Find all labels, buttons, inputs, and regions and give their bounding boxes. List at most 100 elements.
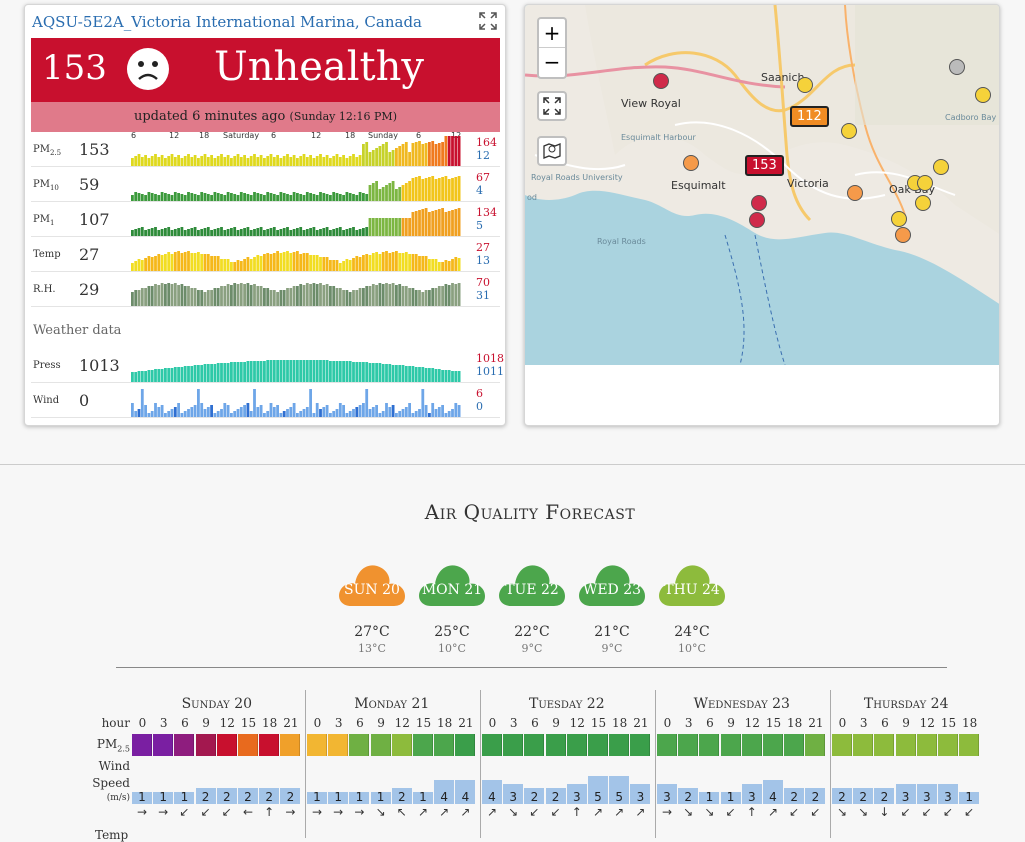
spark-bar [279, 158, 283, 166]
spark-bar [401, 185, 405, 201]
spark-bar [210, 195, 213, 201]
spark-bar [137, 290, 141, 306]
spark-bar [365, 362, 369, 382]
spark-bar [338, 194, 342, 201]
spark-bar [404, 142, 408, 166]
spark-bar [160, 155, 164, 166]
map-sensor-dot[interactable] [949, 59, 965, 75]
spark-bar [220, 194, 223, 201]
spark-bar [391, 218, 395, 236]
forecast-day-label: MON 21 [421, 582, 483, 598]
forecast-day-cloud[interactable]: MON 21 [417, 560, 487, 608]
spark-bar [345, 158, 349, 166]
spark-bar [190, 366, 194, 382]
spark-bar [187, 286, 190, 306]
map-sensor-dot[interactable] [915, 195, 931, 211]
wind-direction-arrow: ↑ [264, 805, 275, 819]
spark-bar [289, 253, 293, 271]
wind-speed-value: 3 [572, 790, 581, 804]
map-marker[interactable]: 112 [790, 106, 829, 127]
forecast-day-cloud[interactable]: SUN 20 [337, 560, 407, 608]
hour-label: 0 [488, 716, 497, 730]
map-sensor-dot[interactable] [751, 195, 767, 211]
spark-bar [131, 195, 134, 201]
map-sensor-dot[interactable] [917, 175, 933, 191]
spark-bar [434, 409, 438, 417]
wind-speed-value: 1 [138, 790, 146, 804]
spark-bar [345, 290, 349, 306]
spark-bar [345, 229, 349, 236]
spark-bar [150, 257, 154, 271]
sensor-label-text: PM [33, 179, 50, 190]
weather-row: Press 1013 1018 1011 [31, 348, 504, 383]
wind-speed-value: 4 [461, 790, 470, 804]
spark-bar [312, 194, 316, 201]
map-sensor-dot[interactable] [653, 73, 669, 89]
spark-bar [220, 363, 223, 382]
map-sensor-dot[interactable] [891, 211, 907, 227]
map-sensor-dot[interactable] [749, 212, 765, 228]
map-marker[interactable]: 153 [745, 155, 784, 176]
hour-label: 9 [202, 716, 210, 730]
spark-bar [236, 362, 240, 382]
spark-bar [309, 360, 312, 382]
pm-forecast-cell [434, 734, 455, 756]
spark-bar [404, 366, 408, 382]
spark-bar [226, 284, 230, 306]
wind-speed-value: 2 [811, 790, 820, 804]
spark-bar [362, 288, 365, 306]
map-place-label: Victoria [787, 177, 829, 190]
wind-bar [370, 792, 391, 804]
map-canvas[interactable] [525, 5, 1000, 365]
map-sensor-dot[interactable] [895, 227, 911, 243]
hour-label: 18 [612, 716, 628, 730]
spark-bar [319, 192, 322, 201]
spark-bar [444, 260, 448, 271]
spark-bar [164, 158, 167, 166]
hour-label: 3 [334, 716, 343, 730]
wind-speed-value: 1 [180, 790, 189, 804]
wind-direction-arrow: ↗ [767, 805, 779, 819]
spark-bar [263, 158, 266, 166]
spark-bar [345, 192, 349, 201]
forecast-day-cloud[interactable]: WED 23 [577, 560, 647, 608]
spark-bar [375, 405, 378, 417]
forecast-day-cloud[interactable]: THU 24 [657, 560, 727, 608]
spark-bar [299, 254, 303, 271]
station-title[interactable]: AQSU-5E2A_Victoria International Marina,… [32, 13, 422, 31]
spark-bar [375, 181, 378, 201]
expand-icon[interactable] [479, 12, 497, 30]
wind-direction-arrow: → [285, 805, 296, 819]
layers-button[interactable] [537, 136, 567, 166]
forecast-day-label: SUN 20 [344, 582, 400, 598]
map-sensor-dot[interactable] [797, 77, 813, 93]
spark-bar [150, 156, 154, 166]
zoom-in-button[interactable]: + [539, 19, 565, 48]
sensor-label-text: R.H. [33, 284, 56, 295]
map-sensor-dot[interactable] [841, 123, 857, 139]
pm-forecast-cell [259, 734, 280, 756]
spark-bar [150, 411, 154, 417]
map-sensor-dot[interactable] [847, 185, 863, 201]
spark-bar [401, 409, 405, 417]
wind-speed-value: 1 [376, 790, 385, 804]
map-sensor-dot[interactable] [683, 155, 699, 171]
forecast-day-cloud[interactable]: TUE 22 [497, 560, 567, 608]
spark-bar [272, 253, 276, 271]
map-sensor-dot[interactable] [975, 87, 991, 103]
spark-bar [329, 230, 332, 236]
pm-forecast-cell [916, 734, 937, 756]
map-sensor-dot[interactable] [933, 159, 949, 175]
spark-bar [206, 194, 210, 201]
fullscreen-button[interactable] [537, 91, 567, 121]
spark-bar [269, 154, 273, 166]
sensor-value: 153 [79, 140, 110, 159]
spark-bar [414, 290, 418, 306]
spark-bar [177, 285, 180, 306]
spark-bar [180, 194, 184, 201]
hour-label: 6 [356, 716, 364, 730]
spark-bar [454, 136, 458, 166]
spark-bar [325, 405, 329, 417]
zoom-out-button[interactable]: − [543, 50, 561, 74]
hour-label: 15 [240, 716, 257, 730]
